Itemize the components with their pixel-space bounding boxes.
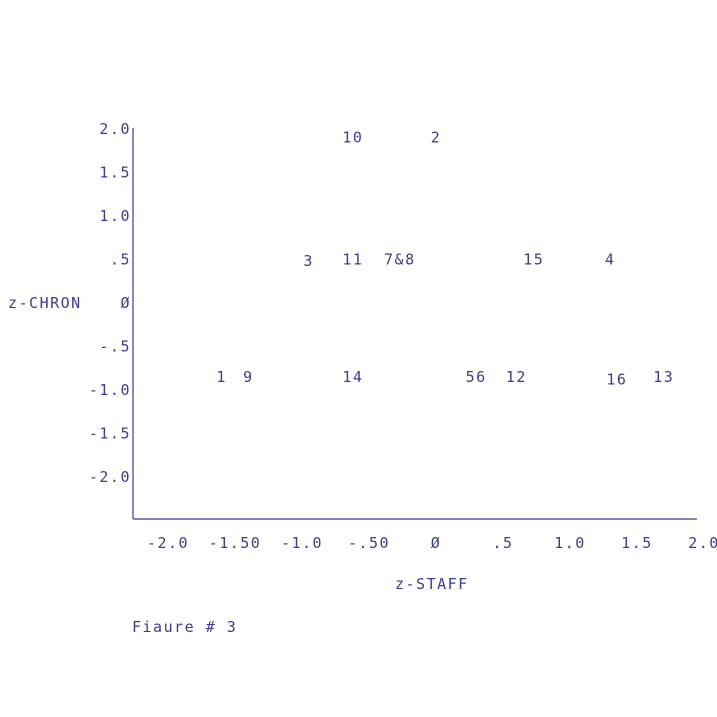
data-point-label: 16 <box>606 371 627 389</box>
y-tick-label: -.5 <box>99 338 131 356</box>
data-point-label: 10 <box>342 129 363 147</box>
x-tick-label: 1.5 <box>621 534 653 552</box>
data-point-label: 14 <box>342 368 363 386</box>
data-point-label: 13 <box>653 368 674 386</box>
y-tick-label: .5 <box>110 251 131 269</box>
x-tick-label: 1.0 <box>554 534 586 552</box>
data-point-label: 1 <box>216 368 227 386</box>
data-point-label: 3 <box>303 252 314 270</box>
data-point-label: 12 <box>506 368 527 386</box>
y-tick-label: -2.0 <box>89 468 131 486</box>
x-tick-label: .5 <box>492 534 513 552</box>
y-tick-label: -1.0 <box>89 381 131 399</box>
x-tick-label: -.50 <box>348 534 390 552</box>
x-tick-label: Ø <box>431 534 442 552</box>
y-tick-label: -1.5 <box>89 425 131 443</box>
y-tick-label: Ø <box>120 294 131 312</box>
x-axis-label: z-STAFF <box>395 575 469 593</box>
y-tick-label: 2.0 <box>99 120 131 138</box>
figure-caption: Fiaure # 3 <box>132 618 237 636</box>
x-tick-label: -2.0 <box>147 534 189 552</box>
data-point-label: 2 <box>431 129 442 147</box>
data-point-label: 4 <box>605 251 616 269</box>
data-point-label: 15 <box>523 251 544 269</box>
data-point-label: 9 <box>243 368 254 386</box>
data-point-labels: 10 2 3 11 7&8 15 4 1 9 14 56 12 16 13 <box>216 129 674 389</box>
data-point-label: 7&8 <box>384 251 416 269</box>
data-point-label: 11 <box>342 251 363 269</box>
y-axis-label: z-CHRON <box>8 294 82 312</box>
x-tick-labels: -2.0 -1.50 -1.0 -.50 Ø .5 1.0 1.5 2.0 <box>147 534 717 552</box>
data-point-label: 56 <box>466 368 487 386</box>
x-tick-label: -1.50 <box>209 534 262 552</box>
y-tick-label: 1.5 <box>99 164 131 182</box>
y-tick-labels: 2.0 1.5 1.0 .5 Ø -.5 -1.0 -1.5 -2.0 <box>89 120 131 486</box>
x-tick-label: 2.0 <box>688 534 717 552</box>
y-tick-label: 1.0 <box>99 207 131 225</box>
x-tick-label: -1.0 <box>281 534 323 552</box>
